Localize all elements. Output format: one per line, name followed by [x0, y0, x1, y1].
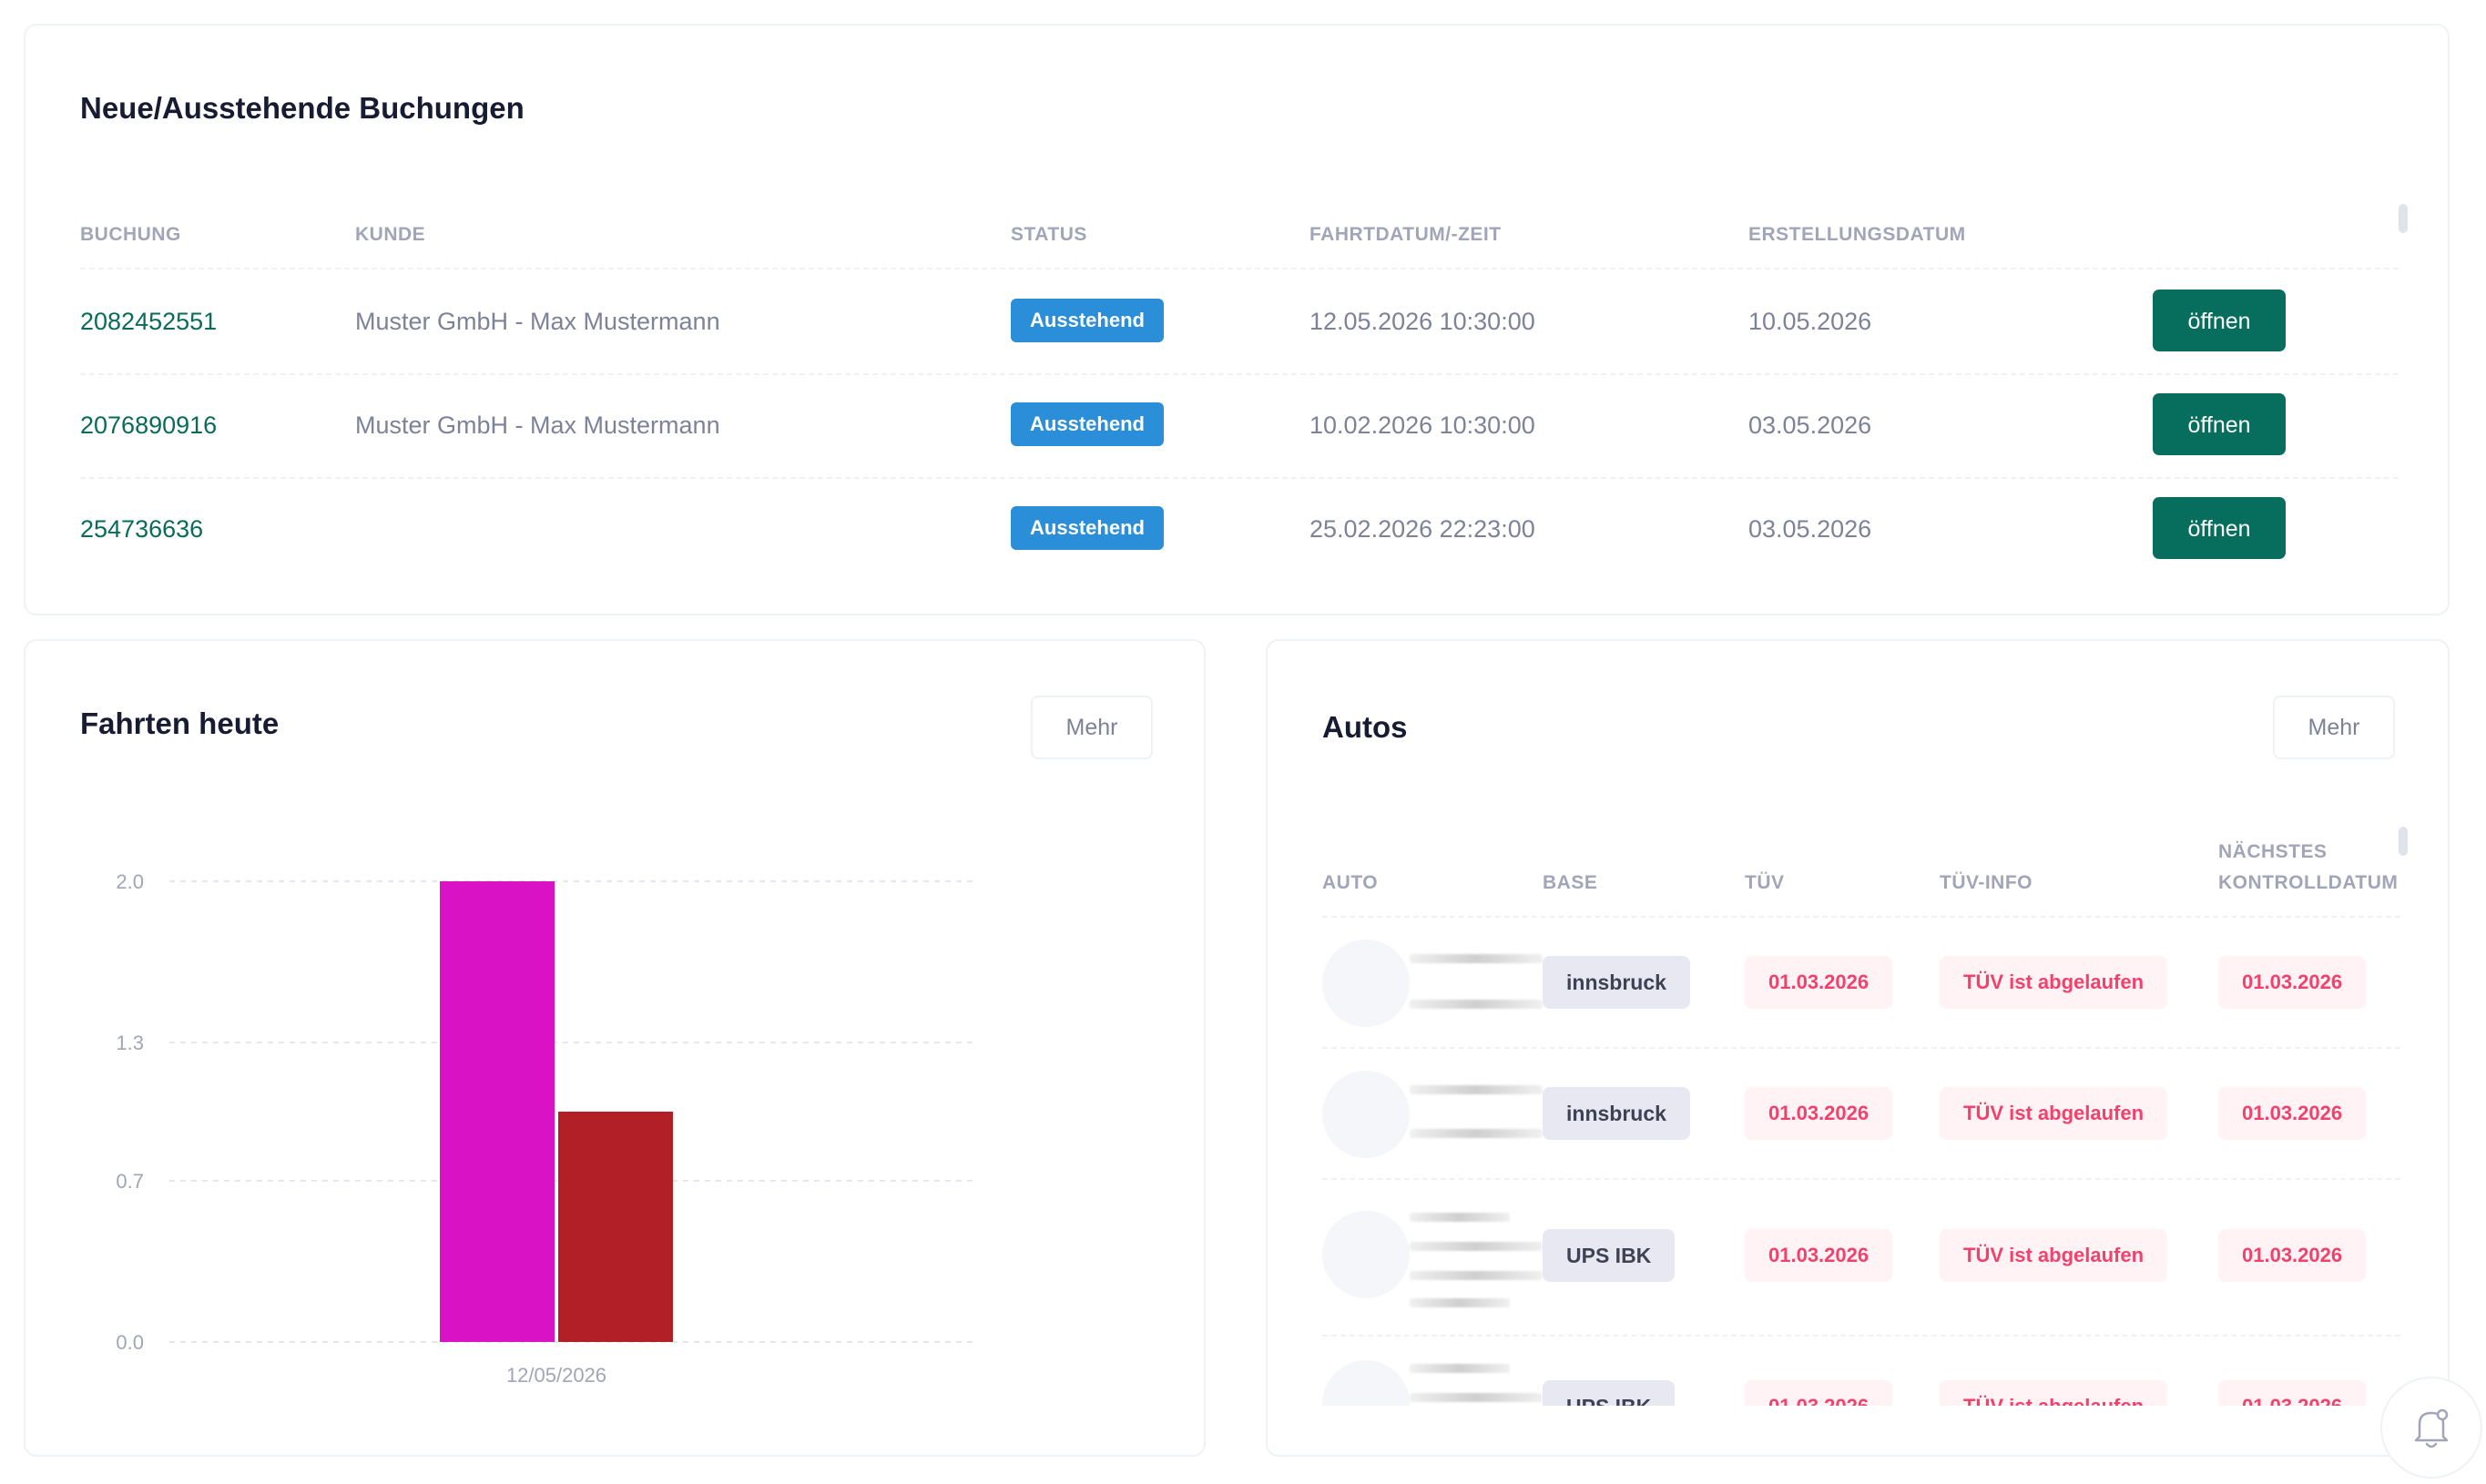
open-booking-button[interactable]: öffnen [2153, 497, 2286, 559]
base-badge: innsbruck [1543, 1087, 1690, 1140]
col-header-status: STATUS [1011, 224, 1087, 245]
y-tick-label: 2.0 [116, 870, 144, 893]
next-check-badge: 01.03.2026 [2218, 956, 2367, 1009]
car-avatar [1322, 940, 1410, 1027]
col-header-created: ERSTELLUNGSDATUM [1748, 224, 1966, 245]
tuv-date-badge: 01.03.2026 [1745, 956, 1893, 1009]
col-header-tuv-info: TÜV-INFO [1940, 872, 2033, 893]
row-divider [1322, 1047, 2400, 1049]
row-divider [1322, 1178, 2400, 1180]
bell-icon [2414, 1408, 2449, 1448]
tuv-date-badge: 01.03.2026 [1745, 1087, 1893, 1140]
car-avatar [1322, 1211, 1410, 1298]
open-booking-button[interactable]: öffnen [2153, 290, 2286, 351]
status-badge: Ausstehend [1011, 402, 1164, 446]
row-divider [1322, 1335, 2400, 1337]
cars-table: AUTO BASE TÜV TÜV-INFO NÄCHSTES KONTROLL… [1268, 641, 2400, 1406]
tuv-date-badge: 01.03.2026 [1745, 1380, 1893, 1406]
car-avatar [1322, 1360, 1410, 1406]
cars-scrollbar[interactable] [2399, 827, 2408, 856]
next-check-badge: 01.03.2026 [2218, 1229, 2367, 1282]
car-name-redacted [1410, 1085, 1543, 1094]
y-tick-label: 0.0 [116, 1331, 144, 1354]
col-header-tuv: TÜV [1745, 872, 1785, 893]
booking-id-link[interactable]: 2076890916 [80, 412, 218, 439]
rides-bar-chart: 0.0 0.7 1.3 2.0 12/05/2026 [116, 870, 976, 1387]
status-badge: Ausstehend [1011, 299, 1164, 342]
bookings-card: Neue/Ausstehende Buchungen BUCHUNG KUNDE… [24, 24, 2450, 615]
booking-id-link[interactable]: 254736636 [80, 515, 204, 543]
car-name-redacted [1410, 1364, 1510, 1373]
car-avatar [1322, 1071, 1410, 1158]
base-badge: UPS IBK [1543, 1380, 1676, 1406]
col-header-booking: BUCHUNG [80, 224, 181, 245]
tuv-info-badge: TÜV ist abgelaufen [1940, 1380, 2168, 1406]
rides-today-title: Fahrten heute [80, 706, 280, 740]
ride-datetime: 12.05.2026 10:30:00 [1309, 308, 1535, 335]
row-divider [80, 268, 2399, 269]
car-name-redacted [1410, 1242, 1543, 1251]
created-date: 10.05.2026 [1748, 308, 1872, 335]
chart-bar[interactable] [558, 1112, 673, 1342]
row-divider [1322, 916, 2400, 918]
customer-name: Muster GmbH - Max Mustermann [355, 308, 720, 335]
tuv-info-badge: TÜV ist abgelaufen [1940, 1087, 2168, 1140]
car-name-redacted [1410, 1393, 1543, 1402]
notification-button[interactable] [2380, 1377, 2482, 1479]
next-check-badge: 01.03.2026 [2218, 1380, 2367, 1406]
car-name-redacted [1410, 1213, 1510, 1222]
car-name-redacted [1410, 1271, 1543, 1280]
rides-more-button[interactable]: Mehr [1031, 696, 1153, 759]
ride-datetime: 10.02.2026 10:30:00 [1309, 412, 1535, 439]
next-check-badge: 01.03.2026 [2218, 1087, 2367, 1140]
rides-today-card: Fahrten heute Mehr 0.0 0.7 1.3 2.0 12/05/202… [24, 639, 1206, 1457]
created-date: 03.05.2026 [1748, 515, 1872, 543]
col-header-ride-date: FAHRTDATUM/-ZEIT [1309, 224, 1502, 245]
row-divider [80, 477, 2399, 479]
car-name-redacted [1410, 1129, 1543, 1138]
status-badge: Ausstehend [1011, 506, 1164, 550]
col-header-customer: KUNDE [355, 224, 426, 245]
col-header-next-check-2: KONTROLLDATUM [2218, 872, 2399, 893]
cars-more-button[interactable]: Mehr [2273, 696, 2395, 759]
car-name-redacted [1410, 1298, 1510, 1307]
cars-card: Autos Mehr AUTO BASE TÜV TÜV-INFO NÄCHST… [1266, 639, 2450, 1457]
y-tick-label: 1.3 [116, 1032, 144, 1054]
open-booking-button[interactable]: öffnen [2153, 393, 2286, 455]
customer-name: Muster GmbH - Max Mustermann [355, 412, 720, 439]
col-header-auto: AUTO [1322, 872, 1379, 893]
col-header-base: BASE [1543, 872, 1598, 893]
row-divider [80, 373, 2399, 375]
created-date: 03.05.2026 [1748, 412, 1872, 439]
base-badge: innsbruck [1543, 956, 1690, 1009]
booking-id-link[interactable]: 2082452551 [80, 308, 218, 335]
col-header-next-check-1: NÄCHSTES [2218, 841, 2328, 862]
tuv-date-badge: 01.03.2026 [1745, 1229, 1893, 1282]
ride-datetime: 25.02.2026 22:23:00 [1309, 515, 1535, 543]
car-name-redacted [1410, 954, 1543, 963]
tuv-info-badge: TÜV ist abgelaufen [1940, 956, 2168, 1009]
car-name-redacted [1410, 1000, 1543, 1009]
bookings-scrollbar[interactable] [2399, 204, 2408, 233]
x-tick-label: 12/05/2026 [506, 1364, 606, 1387]
cars-title: Autos [1322, 710, 1408, 744]
tuv-info-badge: TÜV ist abgelaufen [1940, 1229, 2168, 1282]
y-tick-label: 0.7 [116, 1170, 144, 1193]
chart-bar[interactable] [440, 881, 555, 1342]
base-badge: UPS IBK [1543, 1229, 1676, 1282]
bookings-title: Neue/Ausstehende Buchungen [80, 91, 525, 125]
